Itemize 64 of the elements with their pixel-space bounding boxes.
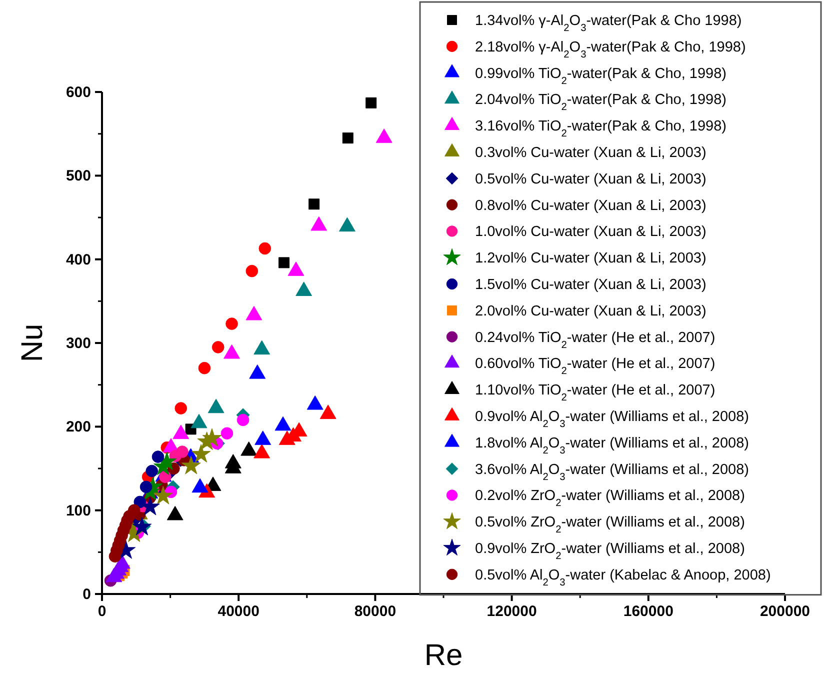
- point: [181, 456, 201, 474]
- x-tick-label: 40000: [218, 603, 260, 620]
- point: [224, 344, 240, 359]
- point: [249, 364, 266, 379]
- legend-label: 0.60vol% TiO$_{2}$-water (He et al., 2007): [475, 356, 716, 377]
- y-tick-label: 300: [66, 335, 91, 352]
- point: [254, 340, 270, 355]
- legend-label: 0.2vol% ZrO$_{2}$-water (Williams et al., 2008): [475, 488, 745, 509]
- point: [176, 446, 188, 458]
- point: [153, 486, 173, 504]
- point: [246, 306, 262, 320]
- legend-label: 0.9vol% ZrO$_{2}$-water (Williams et al., 2008): [475, 541, 745, 562]
- point: [288, 262, 304, 276]
- legend-label: 2.04vol% TiO$_{2}$-water(Pak & Cho, 1998): [475, 92, 726, 113]
- point: [146, 464, 158, 478]
- point: [174, 402, 188, 414]
- point: [212, 341, 224, 354]
- y-tick-label: 600: [66, 84, 91, 101]
- legend-label: 0.24vol% TiO$_{2}$-water (He et al., 2007): [475, 330, 716, 350]
- legend-label: 2.18vol% γ-Al$_{2}$O$_{3}$-water(Pak & Cho, 1998): [475, 39, 746, 60]
- legend-label: 1.5vol% Cu-water (Xuan & Li, 2003): [475, 277, 706, 293]
- point: [140, 496, 160, 516]
- point: [376, 128, 392, 143]
- point: [132, 516, 152, 536]
- legend-label: 0.3vol% Cu-water (Xuan & Li, 2003): [475, 145, 706, 161]
- legend-label: 0.5vol% Cu-water (Xuan & Li, 2003): [475, 171, 706, 188]
- legend-label: 1.0vol% Cu-water (Xuan & Li, 2003): [475, 224, 706, 240]
- point: [220, 427, 234, 440]
- y-tick-label: 0: [82, 586, 91, 603]
- x-tick-label: 0: [98, 603, 106, 620]
- x-tick-label: 120000: [486, 603, 537, 620]
- y-tick-label: 100: [66, 502, 91, 520]
- x-tick-label: 80000: [354, 603, 396, 620]
- x-tick-label: 200000: [760, 603, 810, 620]
- legend-label: 2.0vol% Cu-water (Xuan & Li, 2003): [475, 303, 706, 320]
- point: [152, 450, 164, 463]
- x-tick-label: 160000: [623, 603, 674, 620]
- point: [310, 216, 328, 231]
- legend-label: 0.5vol% Al$_{2}$O$_{3}$-water (Kabelac & Anoop, 2008): [475, 567, 771, 588]
- legend-label: 0.5vol% ZrO$_{2}$-water (Williams et al., 2008): [475, 514, 745, 536]
- point: [202, 428, 222, 447]
- legend-label: 3.16vol% TiO$_{2}$-water(Pak & Cho, 1998): [475, 118, 726, 140]
- y-tick-label: 400: [66, 251, 91, 268]
- legend-label: 1.2vol% Cu-water (Xuan & Li, 2003): [475, 250, 706, 267]
- y-axis-title: Nu: [16, 324, 49, 362]
- point: [191, 444, 211, 463]
- legend-label: 0.8vol% Cu-water (Xuan & Li, 2003): [475, 198, 706, 214]
- point: [198, 362, 211, 374]
- legend-label: 1.8vol% Al$_{2}$O$_{3}$-water (Williams et al., 2008): [475, 435, 749, 456]
- point: [208, 398, 224, 414]
- point: [236, 414, 250, 426]
- point: [159, 470, 172, 484]
- x-axis-title: Re: [424, 639, 463, 672]
- legend-label: 3.6vol% Al$_{2}$O$_{3}$-water (Williams et al., 2008): [475, 462, 749, 482]
- point: [296, 282, 312, 296]
- point: [338, 217, 356, 232]
- point: [226, 318, 238, 330]
- legend-label: 0.99vol% TiO$_{2}$-water(Pak & Cho, 1998): [475, 66, 726, 86]
- y-tick-label: 200: [66, 418, 91, 436]
- y-tick-label: 500: [66, 168, 91, 185]
- legend-label: 1.10vol% TiO$_{2}$-water (He et al., 2007): [475, 382, 716, 404]
- point: [128, 504, 140, 516]
- legend-label: 1.34vol% γ-Al$_{2}$O$_{3}$-water(Pak & Cho 1998): [475, 13, 742, 34]
- legend-label: 0.9vol% Al$_{2}$O$_{3}$-water (Williams et al., 2008): [475, 409, 749, 430]
